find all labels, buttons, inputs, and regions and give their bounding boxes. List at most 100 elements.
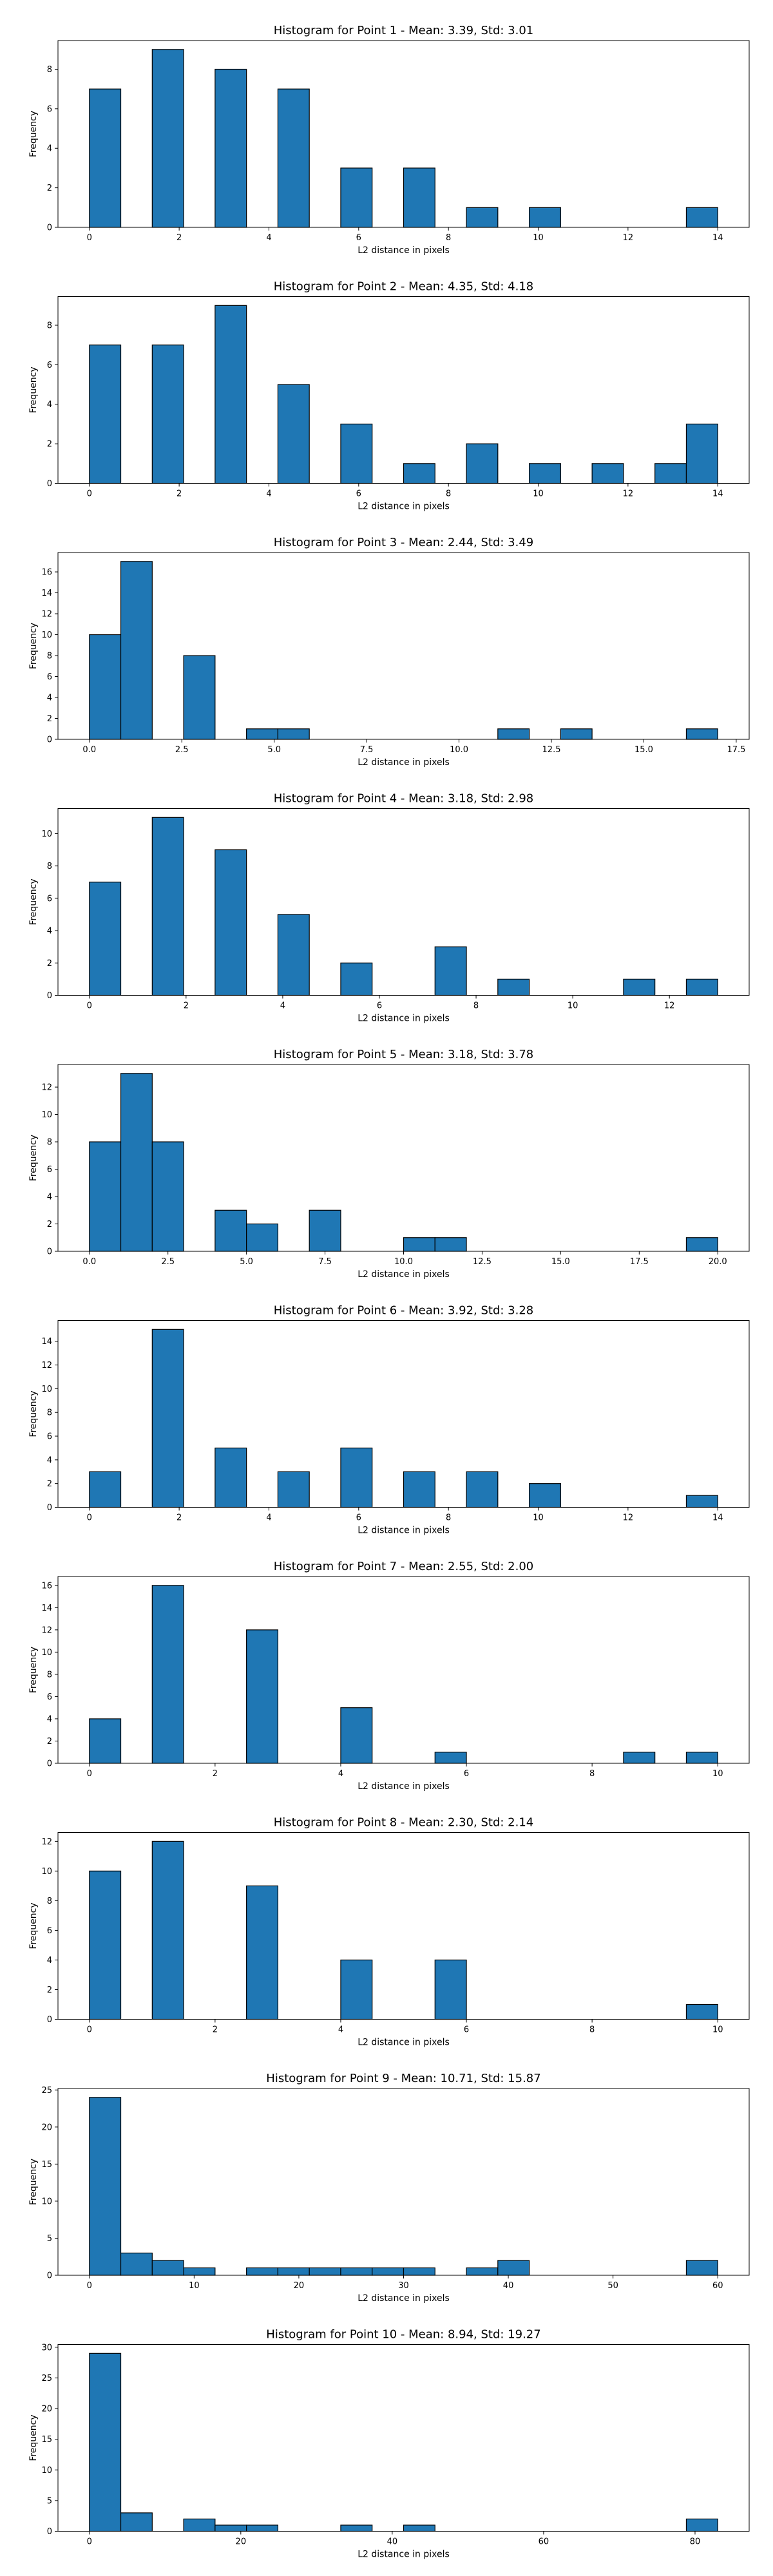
chart-2-ylabel: Frequency <box>28 366 39 413</box>
chart-4-xtick-label: 4 <box>280 1001 285 1011</box>
chart-8-xtick-label: 0 <box>87 2025 92 2035</box>
chart-10-bar-1 <box>89 2353 122 2532</box>
chart-9-ytick-label: 10 <box>41 2197 52 2206</box>
chart-9-bar-1 <box>89 2097 122 2276</box>
chart-8-ytick-label: 10 <box>41 1867 52 1877</box>
chart-5-bar-9 <box>685 1237 718 1252</box>
chart-4-bar-9 <box>685 978 718 996</box>
chart-10-ytick-label: 25 <box>41 2374 52 2383</box>
chart-8-bar-2 <box>151 1841 184 2020</box>
chart-1-bar-6 <box>403 167 435 228</box>
chart-6-xtick-label: 8 <box>446 1513 451 1523</box>
chart-5-ytick-label: 6 <box>47 1165 52 1175</box>
chart-9-bar-4 <box>183 2267 216 2276</box>
chart-7-bar-6 <box>623 1752 656 1764</box>
chart-6-bar-6 <box>403 1471 435 1508</box>
chart-2-bar-2 <box>151 345 184 484</box>
chart-10-xtick-label: 0 <box>87 2537 92 2547</box>
chart-8-xtick-label: 4 <box>338 2025 343 2035</box>
chart-7-bar-1 <box>89 1718 122 1764</box>
chart-9-title: Histogram for Point 9 - Mean: 10.71, Std… <box>266 2072 540 2085</box>
chart-5-bar-7 <box>403 1237 435 1252</box>
chart-3-xtick-label: 17.5 <box>727 745 745 755</box>
chart-4-bar-3 <box>215 849 247 996</box>
chart-6-bar-1 <box>89 1471 122 1508</box>
chart-10-ytick-label: 10 <box>41 2466 52 2476</box>
chart-9-ytick-label: 5 <box>47 2234 52 2244</box>
chart-7-ytick-label: 0 <box>47 1759 52 1769</box>
chart-10-bar-6 <box>340 2524 373 2532</box>
chart-8-xtick-label: 8 <box>589 2025 595 2035</box>
chart-6-xtick-label: 10 <box>533 1513 544 1523</box>
chart-7-xtick-label: 2 <box>213 1769 218 1779</box>
chart-8-ytick-label: 2 <box>47 1985 52 1995</box>
chart-5-bar-3 <box>151 1141 184 1252</box>
chart-3-ylabel: Frequency <box>28 623 39 669</box>
chart-1-xtick-label: 0 <box>87 233 92 243</box>
chart-6-axes-frame <box>57 1320 750 1508</box>
chart-4: Histogram for Point 4 - Mean: 3.18, Std:… <box>28 792 750 1024</box>
chart-7-bar-5 <box>434 1752 467 1764</box>
chart-7-ytick-label: 6 <box>47 1692 52 1702</box>
chart-3-ytick-label: 6 <box>47 672 52 682</box>
chart-7-xlabel: L2 distance in pixels <box>358 1781 450 1792</box>
chart-4-bar-1 <box>89 882 122 996</box>
chart-1: Histogram for Point 1 - Mean: 3.39, Std:… <box>28 24 750 256</box>
chart-9-bar-11 <box>466 2267 499 2276</box>
chart-8-xtick-label: 2 <box>213 2025 218 2035</box>
chart-5-bar-1 <box>89 1141 122 1252</box>
chart-5-ylabel: Frequency <box>28 1135 39 1181</box>
chart-9-ytick-label: 0 <box>47 2271 52 2281</box>
chart-5-bar-6 <box>309 1209 341 1252</box>
chart-6-xtick-label: 2 <box>177 1513 182 1523</box>
chart-1-bar-1 <box>89 88 122 228</box>
chart-1-xtick-label: 14 <box>712 233 723 243</box>
chart-2-ytick-label: 0 <box>47 479 52 489</box>
chart-3: Histogram for Point 3 - Mean: 2.44, Std:… <box>28 536 750 768</box>
chart-2-xtick-label: 2 <box>177 489 182 499</box>
chart-10-bar-7 <box>403 2524 435 2532</box>
chart-3-xtick-label: 15.0 <box>635 745 653 755</box>
chart-10-axes-frame <box>57 2344 750 2532</box>
chart-7-ytick-label: 14 <box>41 1604 52 1613</box>
chart-9-bar-10 <box>403 2267 435 2276</box>
chart-6-title: Histogram for Point 6 - Mean: 3.92, Std:… <box>274 1304 534 1318</box>
chart-6-ytick-label: 0 <box>47 1503 52 1513</box>
chart-3-bar-5 <box>277 728 310 740</box>
chart-9-bar-9 <box>372 2267 405 2276</box>
chart-8-xlabel: L2 distance in pixels <box>358 2038 450 2048</box>
chart-1-bar-4 <box>277 88 310 228</box>
chart-1-ytick-label: 6 <box>47 104 52 114</box>
chart-6-ytick-label: 10 <box>41 1385 52 1394</box>
chart-9-xtick-label: 40 <box>503 2281 514 2291</box>
chart-5-xtick-label: 5.0 <box>240 1257 253 1267</box>
chart-6-bar-7 <box>466 1471 499 1508</box>
chart-7-ytick-label: 16 <box>41 1581 52 1591</box>
chart-9: Histogram for Point 9 - Mean: 10.71, Std… <box>28 2072 750 2304</box>
chart-8-axes-frame <box>57 1832 750 2020</box>
chart-7-xtick-label: 6 <box>464 1769 469 1779</box>
chart-9-axes-frame <box>57 2088 750 2276</box>
chart-4-title: Histogram for Point 4 - Mean: 3.18, Std:… <box>274 792 534 806</box>
chart-4-axes-frame <box>57 808 750 996</box>
chart-5-bar-5 <box>246 1223 279 1252</box>
chart-9-xtick-label: 0 <box>87 2281 92 2291</box>
chart-1-xtick-label: 4 <box>266 233 271 243</box>
chart-7-ytick-label: 10 <box>41 1648 52 1658</box>
chart-6-ytick-label: 2 <box>47 1479 52 1489</box>
chart-6-ytick-label: 12 <box>41 1361 52 1370</box>
chart-2-xtick-label: 12 <box>623 489 634 499</box>
chart-2-bar-8 <box>528 463 561 484</box>
chart-5-xtick-label: 7.5 <box>318 1257 332 1267</box>
chart-2-ytick-label: 4 <box>47 400 52 410</box>
chart-2-bar-5 <box>340 423 373 484</box>
chart-8-ytick-label: 8 <box>47 1897 52 1906</box>
chart-4-xlabel: L2 distance in pixels <box>358 1014 450 1024</box>
chart-1-bar-9 <box>685 207 718 228</box>
chart-9-bar-3 <box>151 2260 184 2276</box>
chart-3-xlabel: L2 distance in pixels <box>358 757 450 768</box>
chart-10-xtick-label: 60 <box>539 2537 549 2547</box>
chart-2-axes-frame <box>57 296 750 484</box>
chart-3-title: Histogram for Point 3 - Mean: 2.44, Std:… <box>274 536 534 549</box>
chart-7-xtick-label: 10 <box>712 1769 723 1779</box>
